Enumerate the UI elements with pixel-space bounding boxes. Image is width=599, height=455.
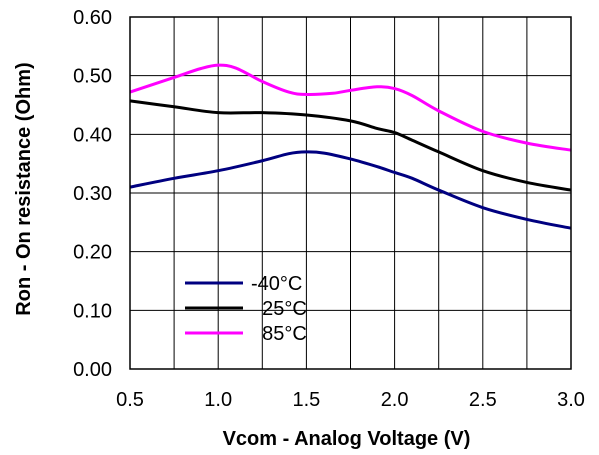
x-tick-label: 3.0 [557,389,585,411]
x-tick-labels: 0.5 1.0 1.5 2.0 2.5 3.0 [116,389,585,411]
legend-label-0: -40°C [251,273,302,295]
legend-label-2: 85°C [251,323,307,345]
series-lines [129,63,572,230]
x-tick-label: 0.5 [116,389,144,411]
y-tick-label: 0.10 [73,300,112,322]
series-line-1 [129,99,572,192]
x-axis-title: Vcom - Analog Voltage (V) [223,428,471,450]
plot-frame [129,16,572,370]
y-axis-title: Ron - On resistance (Ohm) [13,62,35,315]
x-tick-label: 2.5 [469,389,497,411]
x-tick-label: 1.0 [204,389,232,411]
y-tick-label: 0.30 [73,183,112,205]
y-tick-label: 0.50 [73,66,112,88]
legend: -40°C 25°C 85°C [185,273,307,345]
legend-label-1: 25°C [251,298,307,320]
series-line-0 [129,150,572,230]
series-line-2 [129,63,572,152]
y-tick-label: 0.40 [73,124,112,146]
y-tick-label: 0.00 [73,359,112,381]
x-tick-label: 1.5 [292,389,320,411]
y-tick-label: 0.60 [73,7,112,29]
y-tick-labels: 0.00 0.10 0.20 0.30 0.40 0.50 0.60 [73,7,112,381]
grid-lines [130,17,571,369]
x-tick-label: 2.0 [381,389,409,411]
y-tick-label: 0.20 [73,242,112,264]
